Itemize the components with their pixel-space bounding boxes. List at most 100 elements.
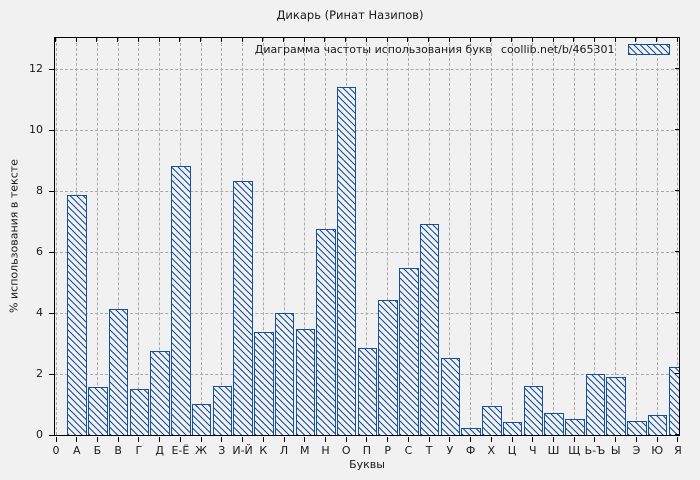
bar-Б [88, 387, 108, 435]
x-tick-label: Т [425, 444, 433, 457]
y-axis-tick [48, 312, 54, 314]
y-axis-tick [674, 251, 679, 252]
x-axis-tick [117, 436, 119, 442]
x-tick-label: Е-Ё [171, 444, 190, 457]
y-tick-label: 8 [36, 184, 43, 197]
x-axis-tick [117, 37, 119, 42]
x-tick-label: Р [384, 444, 391, 457]
x-tick-label: 0 [52, 444, 60, 457]
x-axis-tick [138, 436, 140, 442]
y-axis-tick [48, 373, 54, 375]
y-tick-label: 10 [29, 123, 43, 136]
y-axis-tick [674, 190, 679, 191]
x-tick-label: Я [674, 444, 682, 457]
h-gridline [54, 312, 679, 314]
x-axis-tick [221, 436, 223, 442]
bar-Е-Ё [171, 166, 191, 435]
x-tick-label: Ь-Ъ [584, 444, 606, 457]
y-axis-tick [48, 434, 54, 436]
x-axis-tick [469, 37, 471, 42]
x-tick-label: К [259, 444, 268, 457]
x-axis-tick [511, 37, 513, 42]
x-axis-tick [96, 436, 98, 442]
y-axis-tick [674, 68, 679, 69]
bar-У [440, 358, 461, 435]
x-axis-tick [594, 436, 596, 442]
x-axis-tick [573, 436, 575, 442]
bar-К [254, 332, 274, 435]
x-axis-tick [324, 436, 326, 442]
x-axis-tick [387, 436, 389, 442]
x-axis-tick [428, 37, 430, 42]
x-tick-label: Ж [195, 444, 208, 457]
v-gridline [635, 37, 637, 435]
y-tick-label: 2 [36, 367, 43, 380]
bar-И-Й [233, 181, 253, 435]
y-axis-tick [674, 434, 679, 435]
bar-Ю [647, 414, 668, 435]
x-tick-label: В [114, 444, 122, 457]
v-gridline [656, 37, 658, 435]
bar-В [108, 309, 129, 435]
x-axis-tick [283, 436, 285, 442]
x-axis-tick [573, 37, 575, 42]
h-gridline [54, 190, 679, 192]
bar-Ж [191, 404, 212, 435]
x-tick-label: З [218, 444, 226, 457]
bar-З [212, 385, 233, 435]
x-tick-label: С [404, 444, 413, 457]
v-gridline [262, 37, 264, 435]
bar-С [399, 268, 419, 435]
y-axis-tick [48, 190, 54, 192]
v-gridline [366, 37, 368, 435]
x-axis-tick [96, 37, 98, 42]
x-tick-label: А [72, 444, 81, 457]
v-gridline [138, 37, 140, 435]
x-tick-label: О [341, 444, 351, 457]
y-tick-label: 0 [36, 428, 43, 441]
bar-Ш [544, 413, 564, 435]
x-tick-label: М [300, 444, 310, 457]
x-axis-tick [615, 436, 617, 442]
v-gridline [387, 37, 389, 435]
x-axis-tick [407, 436, 409, 442]
x-tick-label: П [362, 444, 372, 457]
x-axis-tick [76, 436, 78, 442]
x-axis-tick [324, 37, 326, 42]
v-gridline [532, 37, 534, 435]
bar-Щ [565, 419, 585, 435]
legend-hatch-swatch-icon [627, 43, 670, 55]
bar-Ц [502, 422, 523, 435]
x-tick-label: Ц [507, 444, 517, 457]
x-axis-label: Буквы [349, 458, 385, 471]
h-gridline [54, 68, 679, 70]
x-axis-tick [428, 436, 430, 442]
bar-Л [274, 312, 295, 435]
x-axis-tick [345, 37, 347, 42]
x-tick-label: И-Й [232, 444, 253, 457]
v-gridline [55, 37, 57, 435]
v-gridline [573, 37, 575, 435]
x-axis-tick [158, 37, 160, 42]
x-tick-label: Ы [610, 444, 621, 457]
x-tick-label: Д [155, 444, 164, 457]
v-gridline [511, 37, 513, 435]
v-gridline [677, 37, 679, 435]
x-axis-tick [75, 37, 77, 42]
v-gridline [283, 37, 285, 435]
bar-Ф [461, 428, 481, 435]
legend-label: Диаграмма частоты использования букв [254, 42, 492, 56]
x-axis-tick [407, 37, 409, 42]
v-gridline [221, 37, 223, 435]
y-axis-tick [48, 68, 54, 70]
h-gridline [54, 251, 679, 253]
x-axis-tick [531, 37, 533, 42]
x-axis-tick [532, 436, 534, 442]
bar-Ч [523, 385, 544, 435]
chart-title: Дикарь (Ринат Назипов) [276, 8, 424, 22]
plot-area: Диаграмма частоты использования букв coo… [53, 36, 680, 436]
x-axis-tick [303, 37, 305, 42]
x-tick-label: Л [279, 444, 289, 457]
bar-Г [129, 388, 150, 435]
